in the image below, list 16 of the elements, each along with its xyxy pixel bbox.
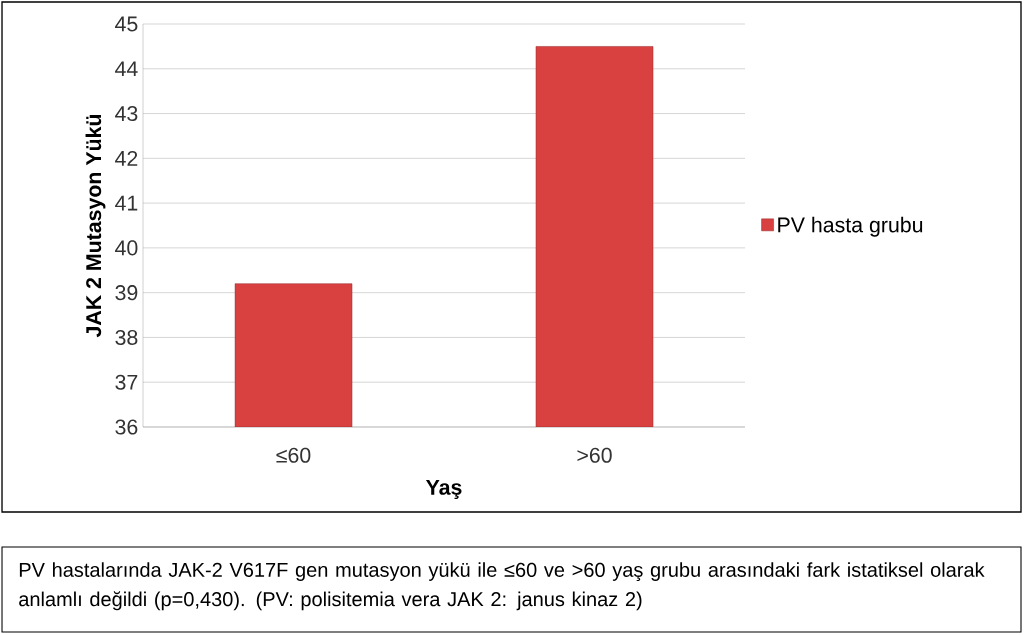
- y-tick-label: 42: [115, 150, 138, 166]
- y-tick-label: 36: [115, 419, 138, 435]
- y-tick-label: 44: [115, 61, 138, 77]
- legend-label: PV hasta grubu: [778, 216, 923, 237]
- x-tick-label: >60: [577, 447, 612, 463]
- y-tick-label: 41: [115, 195, 138, 211]
- y-tick-label: 45: [115, 16, 138, 32]
- y-axis-title: JAK 2 Mutasyon Yükü: [85, 114, 106, 338]
- y-tick-label: 38: [115, 329, 138, 345]
- y-tick-label: 43: [115, 106, 138, 122]
- y-tick-label: 37: [115, 374, 138, 390]
- x-axis-title: Yaş: [425, 479, 462, 500]
- y-tick-label: 40: [115, 240, 138, 256]
- y-tick-label: 39: [115, 285, 138, 301]
- text: PV hastalarında JAK-2 V617F gen mutasyon yükü ile ≤60 ve >60 yaş grubu arasındaki fark istatiksel olarak anlamlı değildi (p=0,430). (PV: polisitemia vera JAK 2: janus kinaz 2): [19, 562, 985, 611]
- x-tick-label: ≤60: [276, 447, 311, 463]
